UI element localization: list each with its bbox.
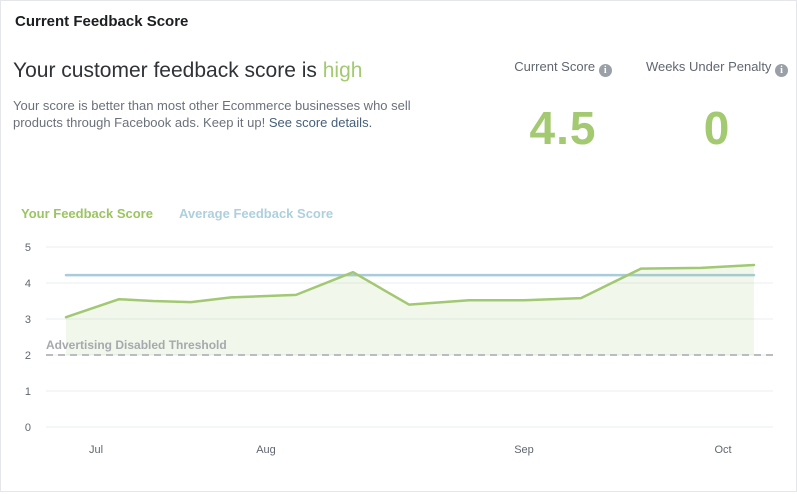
svg-text:0: 0 [25,422,31,434]
current-score-stat: Current Score i 4.5 [487,59,639,153]
weeks-under-penalty-value: 0 [703,102,731,154]
svg-text:4: 4 [25,278,31,290]
see-score-details-link[interactable]: See score details. [268,115,373,130]
legend-average-feedback-score[interactable]: Average Feedback Score [179,206,334,221]
svg-text:5: 5 [25,242,31,254]
score-status-high: high [322,59,363,82]
score-headline: Your customer feedback score is high [13,59,362,83]
score-headline-text: Your customer feedback score is [13,59,323,82]
svg-text:Sep: Sep [514,444,534,456]
current-score-label: Current Score i [487,59,639,103]
svg-text:Oct: Oct [714,444,731,456]
page-title: Current Feedback Score [15,13,189,30]
legend-your-feedback-score[interactable]: Your Feedback Score [21,206,153,221]
feedback-score-chart: 0 1 2 3 4 5 Advertising Disabled Threshold Jul A… [1,239,797,489]
score-description-text: Your score is better than most other Eco… [13,98,411,130]
score-description: Your score is better than most other Eco… [13,97,457,131]
svg-text:Aug: Aug [256,444,276,456]
svg-text:3: 3 [25,314,31,326]
info-icon[interactable]: i [775,64,789,77]
svg-text:Advertising Disabled Threshold: Advertising Disabled Threshold [46,338,227,352]
svg-text:2: 2 [25,350,31,362]
weeks-under-penalty-label: Weeks Under Penalty i [639,59,795,103]
info-icon[interactable]: i [598,64,612,77]
svg-text:1: 1 [25,386,31,398]
current-score-value: 4.5 [529,102,597,154]
svg-text:Jul: Jul [89,444,103,456]
weeks-under-penalty-stat: Weeks Under Penalty i 0 [639,59,795,153]
feedback-chart-svg: 0 1 2 3 4 5 Advertising Disabled Threshold Jul A… [25,242,773,456]
